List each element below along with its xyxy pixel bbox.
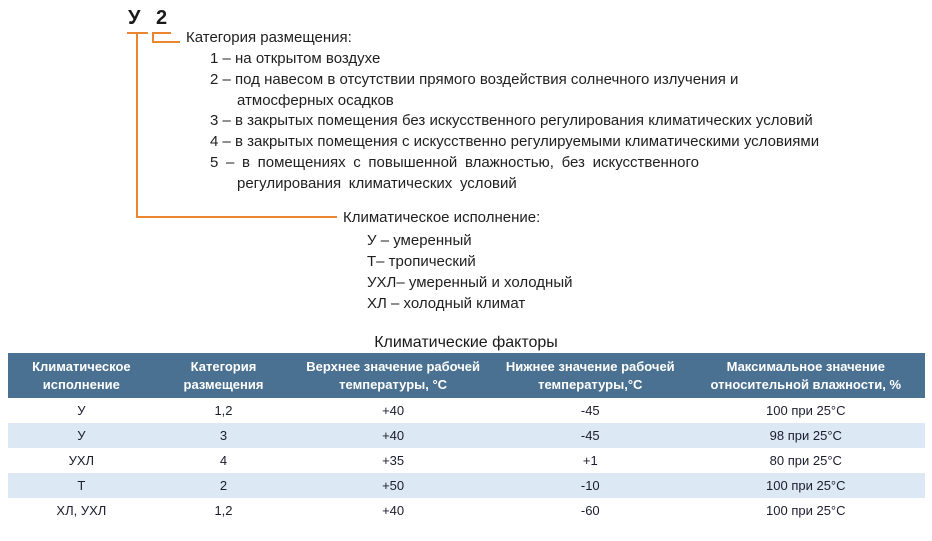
cell-upper-temp: +40 [382, 503, 405, 519]
category-item: 2 – под навесом в отсутствии прямого воз… [210, 70, 739, 109]
designation-category-digit: 2 [156, 7, 168, 29]
cell-lower-temp: -45 [580, 428, 600, 444]
cell-category: 1,2 [214, 503, 233, 519]
cell-climatic-version: УХЛ [68, 453, 95, 469]
table-row: УХЛ 4 +35 +1 80 при 25°С [8, 448, 925, 473]
cell-upper-temp: +40 [382, 428, 405, 444]
header-lower-temperature: Нижнее значение рабочей температуры,°С [494, 353, 687, 399]
cell-max-humidity: 98 при 25°С [769, 428, 842, 444]
cell-max-humidity: 100 при 25°С [766, 403, 846, 419]
category-item: 5 – в помещениях с повышенной влажностью… [210, 153, 699, 192]
header-climatic-version: Климатическое исполнение [8, 353, 155, 399]
table-title: Климатические факторы [374, 334, 558, 351]
category-item: 1 – на открытом воздухе [210, 50, 381, 67]
table-row: У 1,2 +40 -45 100 при 25°С [8, 398, 925, 423]
table-row: Т 2 +50 -10 100 при 25°С [8, 473, 925, 499]
climate-item: У – умеренный [367, 232, 472, 249]
category-item: 4 – в закрытых помещения с искусственно … [210, 133, 820, 151]
cell-lower-temp: -60 [580, 503, 600, 519]
header-upper-temperature: Верхнее значение рабочей температуры, °С [292, 353, 494, 399]
cell-lower-temp: -45 [580, 403, 600, 419]
climate-legend-label: Климатическое исполнение: [343, 209, 541, 226]
cell-category: 4 [219, 453, 228, 469]
cell-climatic-version: У [77, 403, 86, 419]
category-item: 3 – в закрытых помещения без искусственн… [210, 112, 813, 130]
climatic-factors-table: Климатическое исполнение Категория разме… [8, 353, 925, 523]
cell-max-humidity: 100 при 25°С [766, 478, 846, 494]
callout-line-climate-stem [136, 32, 138, 218]
cell-max-humidity: 100 при 25°С [766, 503, 846, 519]
cell-category: 2 [219, 478, 228, 494]
cell-category: 3 [219, 428, 228, 444]
cell-upper-temp: +40 [382, 403, 405, 419]
callout-line-category-cap [152, 32, 171, 34]
header-placement-category: Категория размещения [154, 353, 293, 399]
table-row: ХЛ, УХЛ 1,2 +40 -60 100 при 25°С [8, 498, 925, 523]
cell-upper-temp: +50 [382, 478, 405, 494]
cell-lower-temp: +1 [582, 453, 598, 469]
callout-line-category-run [152, 41, 180, 43]
cell-max-humidity: 80 при 25°С [769, 453, 842, 469]
cell-category: 1,2 [214, 403, 233, 419]
cell-climatic-version: У [77, 428, 86, 444]
table-header-row: Климатическое исполнение Категория разме… [8, 353, 925, 399]
category-legend-list: 1 – на открытом воздухе 2 – под навесом … [210, 49, 910, 195]
cell-climatic-version: Т [77, 478, 86, 494]
header-max-humidity: Максимальное значение относительной влаж… [686, 353, 925, 399]
climate-item: Т– тропический [367, 253, 476, 270]
cell-upper-temp: +35 [382, 453, 405, 469]
designation-climate-letter: У [128, 7, 141, 29]
climate-item: УХЛ– умеренный и холодный [367, 274, 573, 291]
callout-line-climate-run [136, 216, 337, 218]
climate-item: ХЛ – холодный климат [367, 295, 526, 312]
cell-lower-temp: -10 [580, 478, 600, 494]
category-legend-label: Категория размещения: [186, 29, 352, 46]
table-row: У 3 +40 -45 98 при 25°С [8, 423, 925, 449]
callout-line-category-stem [152, 32, 154, 43]
cell-climatic-version: ХЛ, УХЛ [56, 503, 107, 519]
climate-legend-list: У – умеренный Т– тропический УХЛ– умерен… [367, 230, 572, 314]
